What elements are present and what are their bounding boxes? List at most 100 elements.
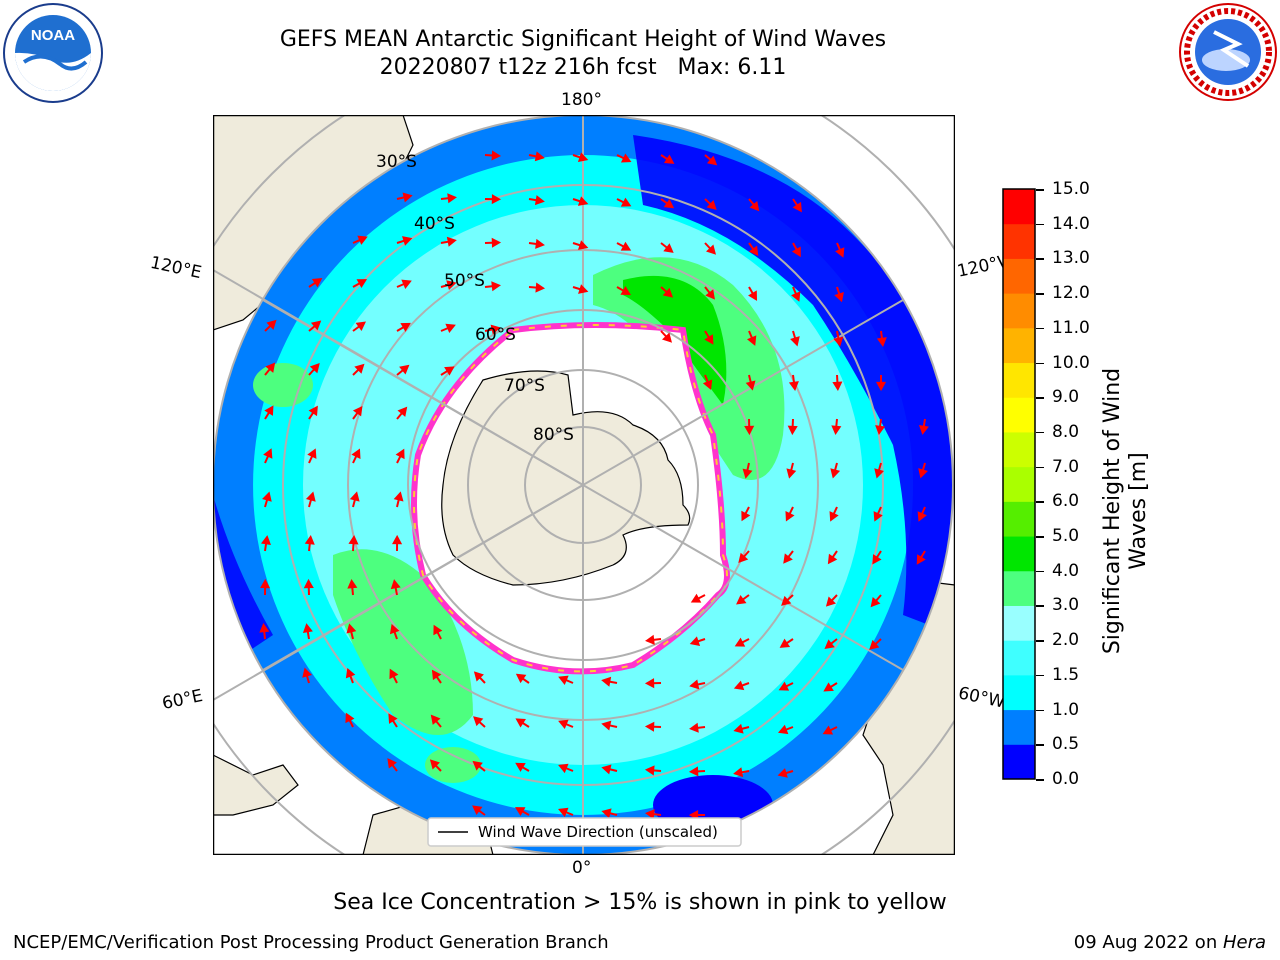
wind-wave-arrowhead (662, 287, 674, 298)
wind-wave-arrowhead (749, 201, 760, 212)
wind-wave-arrowhead (689, 636, 701, 646)
wind-wave-arrowhead (918, 424, 929, 435)
wind-wave-arrowhead (827, 553, 838, 565)
wind-wave-arrowhead (689, 722, 699, 733)
wind-wave-arrowhead (354, 363, 365, 374)
colorbar-tick-label: 3.0 (1052, 595, 1080, 616)
wind-wave-arrowhead (262, 491, 272, 502)
wind-wave-arrowhead (491, 281, 501, 292)
wind-wave-arrowhead (400, 322, 411, 332)
wind-wave-arrowhead (490, 324, 501, 335)
wind-wave-arrowhead (577, 196, 589, 206)
wind-wave-arrowhead (534, 195, 545, 206)
wind-wave-arrowhead (389, 668, 399, 680)
colorbar-tick-mark (1036, 397, 1044, 399)
colorbar-tick-label: 10.0 (1052, 352, 1090, 373)
wind-wave-arrowhead (308, 405, 318, 417)
wind-wave-arrowhead (748, 290, 758, 301)
colorbar-tick-mark (1036, 223, 1044, 226)
wind-wave-arrowhead (347, 578, 358, 589)
wind-wave-arrowhead (578, 284, 589, 294)
colorbar-tick-mark (1036, 570, 1044, 573)
colorbar (1002, 188, 1036, 780)
wind-wave-arrowhead (704, 334, 714, 345)
colorbar-swatch (1003, 258, 1035, 294)
wind-wave-arrowhead (558, 763, 569, 774)
wind-wave-arrowhead (783, 553, 793, 564)
wind-wave-arrowhead (472, 805, 483, 815)
colorbar-tick-mark (1036, 327, 1044, 330)
wind-wave-arrowhead (397, 406, 408, 417)
colorbar-tick-label: 0.5 (1052, 734, 1080, 755)
colorbar-swatch (1003, 223, 1035, 259)
colorbar-swatch (1003, 674, 1035, 711)
lon-label-120e: 120°E (148, 252, 204, 284)
colorbar-swatches (1003, 189, 1035, 780)
lon-label-0: 0° (572, 858, 592, 878)
wind-wave-arrowhead (307, 448, 317, 459)
colorbar-tick-mark (1036, 431, 1044, 434)
wind-wave-arrowhead (706, 200, 717, 211)
wind-wave-arrowhead (472, 760, 483, 771)
wind-wave-arrowhead (430, 714, 441, 725)
sea-ice-note: Sea Ice Concentration > 15% is shown in … (333, 890, 947, 915)
wind-wave-arrowhead (515, 673, 527, 684)
wind-wave-arrowhead (263, 448, 273, 459)
wind-wave-arrowhead (515, 762, 526, 772)
lat-label-30s: 30°S (376, 152, 417, 172)
wind-wave-arrowhead (834, 291, 844, 303)
wind-wave-arrowhead (645, 634, 655, 645)
wind-wave-arrowhead (662, 332, 672, 343)
wind-wave-arrowhead (601, 764, 612, 775)
wind-wave-arrowhead (259, 622, 270, 633)
wind-wave-arrowhead (733, 723, 744, 734)
wind-wave-arrowhead (558, 719, 569, 730)
colorbar-tick-label: 1.5 (1052, 664, 1080, 685)
legend-label: Wind Wave Direction (unscaled) (478, 823, 718, 841)
wind-wave-arrowhead (514, 807, 526, 817)
wind-wave-arrowhead (778, 681, 790, 691)
colorbar-tick-mark (1036, 779, 1044, 781)
wind-wave-arrowhead (309, 363, 320, 374)
wind-wave-arrowhead (736, 595, 747, 605)
wind-wave-arrowhead (831, 425, 842, 436)
wind-wave-arrowhead (303, 578, 314, 589)
wind-wave-arrowhead (352, 405, 363, 417)
colorbar-tick-mark (1036, 501, 1044, 503)
wind-wave-arrowhead (734, 637, 746, 647)
wind-wave-arrowhead (473, 716, 484, 727)
colorbar-tick-mark (1036, 362, 1044, 365)
wind-wave-arrowhead (644, 678, 655, 689)
wind-wave-arrowhead (869, 639, 880, 650)
colorbar-tick-label: 5.0 (1052, 526, 1080, 547)
wind-wave-arrowhead (781, 595, 792, 606)
wind-wave-arrowhead (302, 667, 312, 678)
wind-wave-arrowhead (702, 379, 713, 390)
wind-wave-arrowhead (785, 510, 795, 522)
wind-wave-arrowhead (791, 291, 801, 302)
wind-wave-arrowhead (535, 282, 546, 293)
lat-label-50s: 50°S (444, 271, 485, 291)
wind-wave-arrowhead (663, 198, 675, 209)
lat-label-80s: 80°S (533, 425, 574, 445)
wind-wave-arrowhead (444, 366, 455, 376)
wind-wave-arrowhead (261, 535, 271, 545)
wind-wave-arrowhead (706, 244, 717, 255)
lat-label-70s: 70°S (504, 376, 545, 396)
colorbar-tick-mark (1036, 674, 1044, 677)
colorbar-tick-label: 13.0 (1052, 248, 1090, 269)
colorbar-tick-label: 8.0 (1052, 421, 1080, 442)
wind-wave-arrowhead (401, 279, 412, 289)
wind-wave-arrowhead (916, 554, 926, 565)
wind-wave-arrowhead (264, 405, 274, 416)
colorbar-swatch (1003, 327, 1035, 364)
wind-wave-arrowhead (777, 724, 789, 735)
pacific-low-region (633, 135, 953, 635)
wind-wave-arrowhead (876, 337, 887, 347)
wind-wave-arrowhead (446, 280, 457, 291)
wind-wave-arrowhead (870, 596, 881, 608)
wind-wave-arrowhead (875, 425, 886, 435)
wind-wave-arrowhead (348, 534, 359, 545)
wind-wave-arrowhead (663, 243, 674, 253)
wind-wave-arrowhead (304, 535, 315, 545)
